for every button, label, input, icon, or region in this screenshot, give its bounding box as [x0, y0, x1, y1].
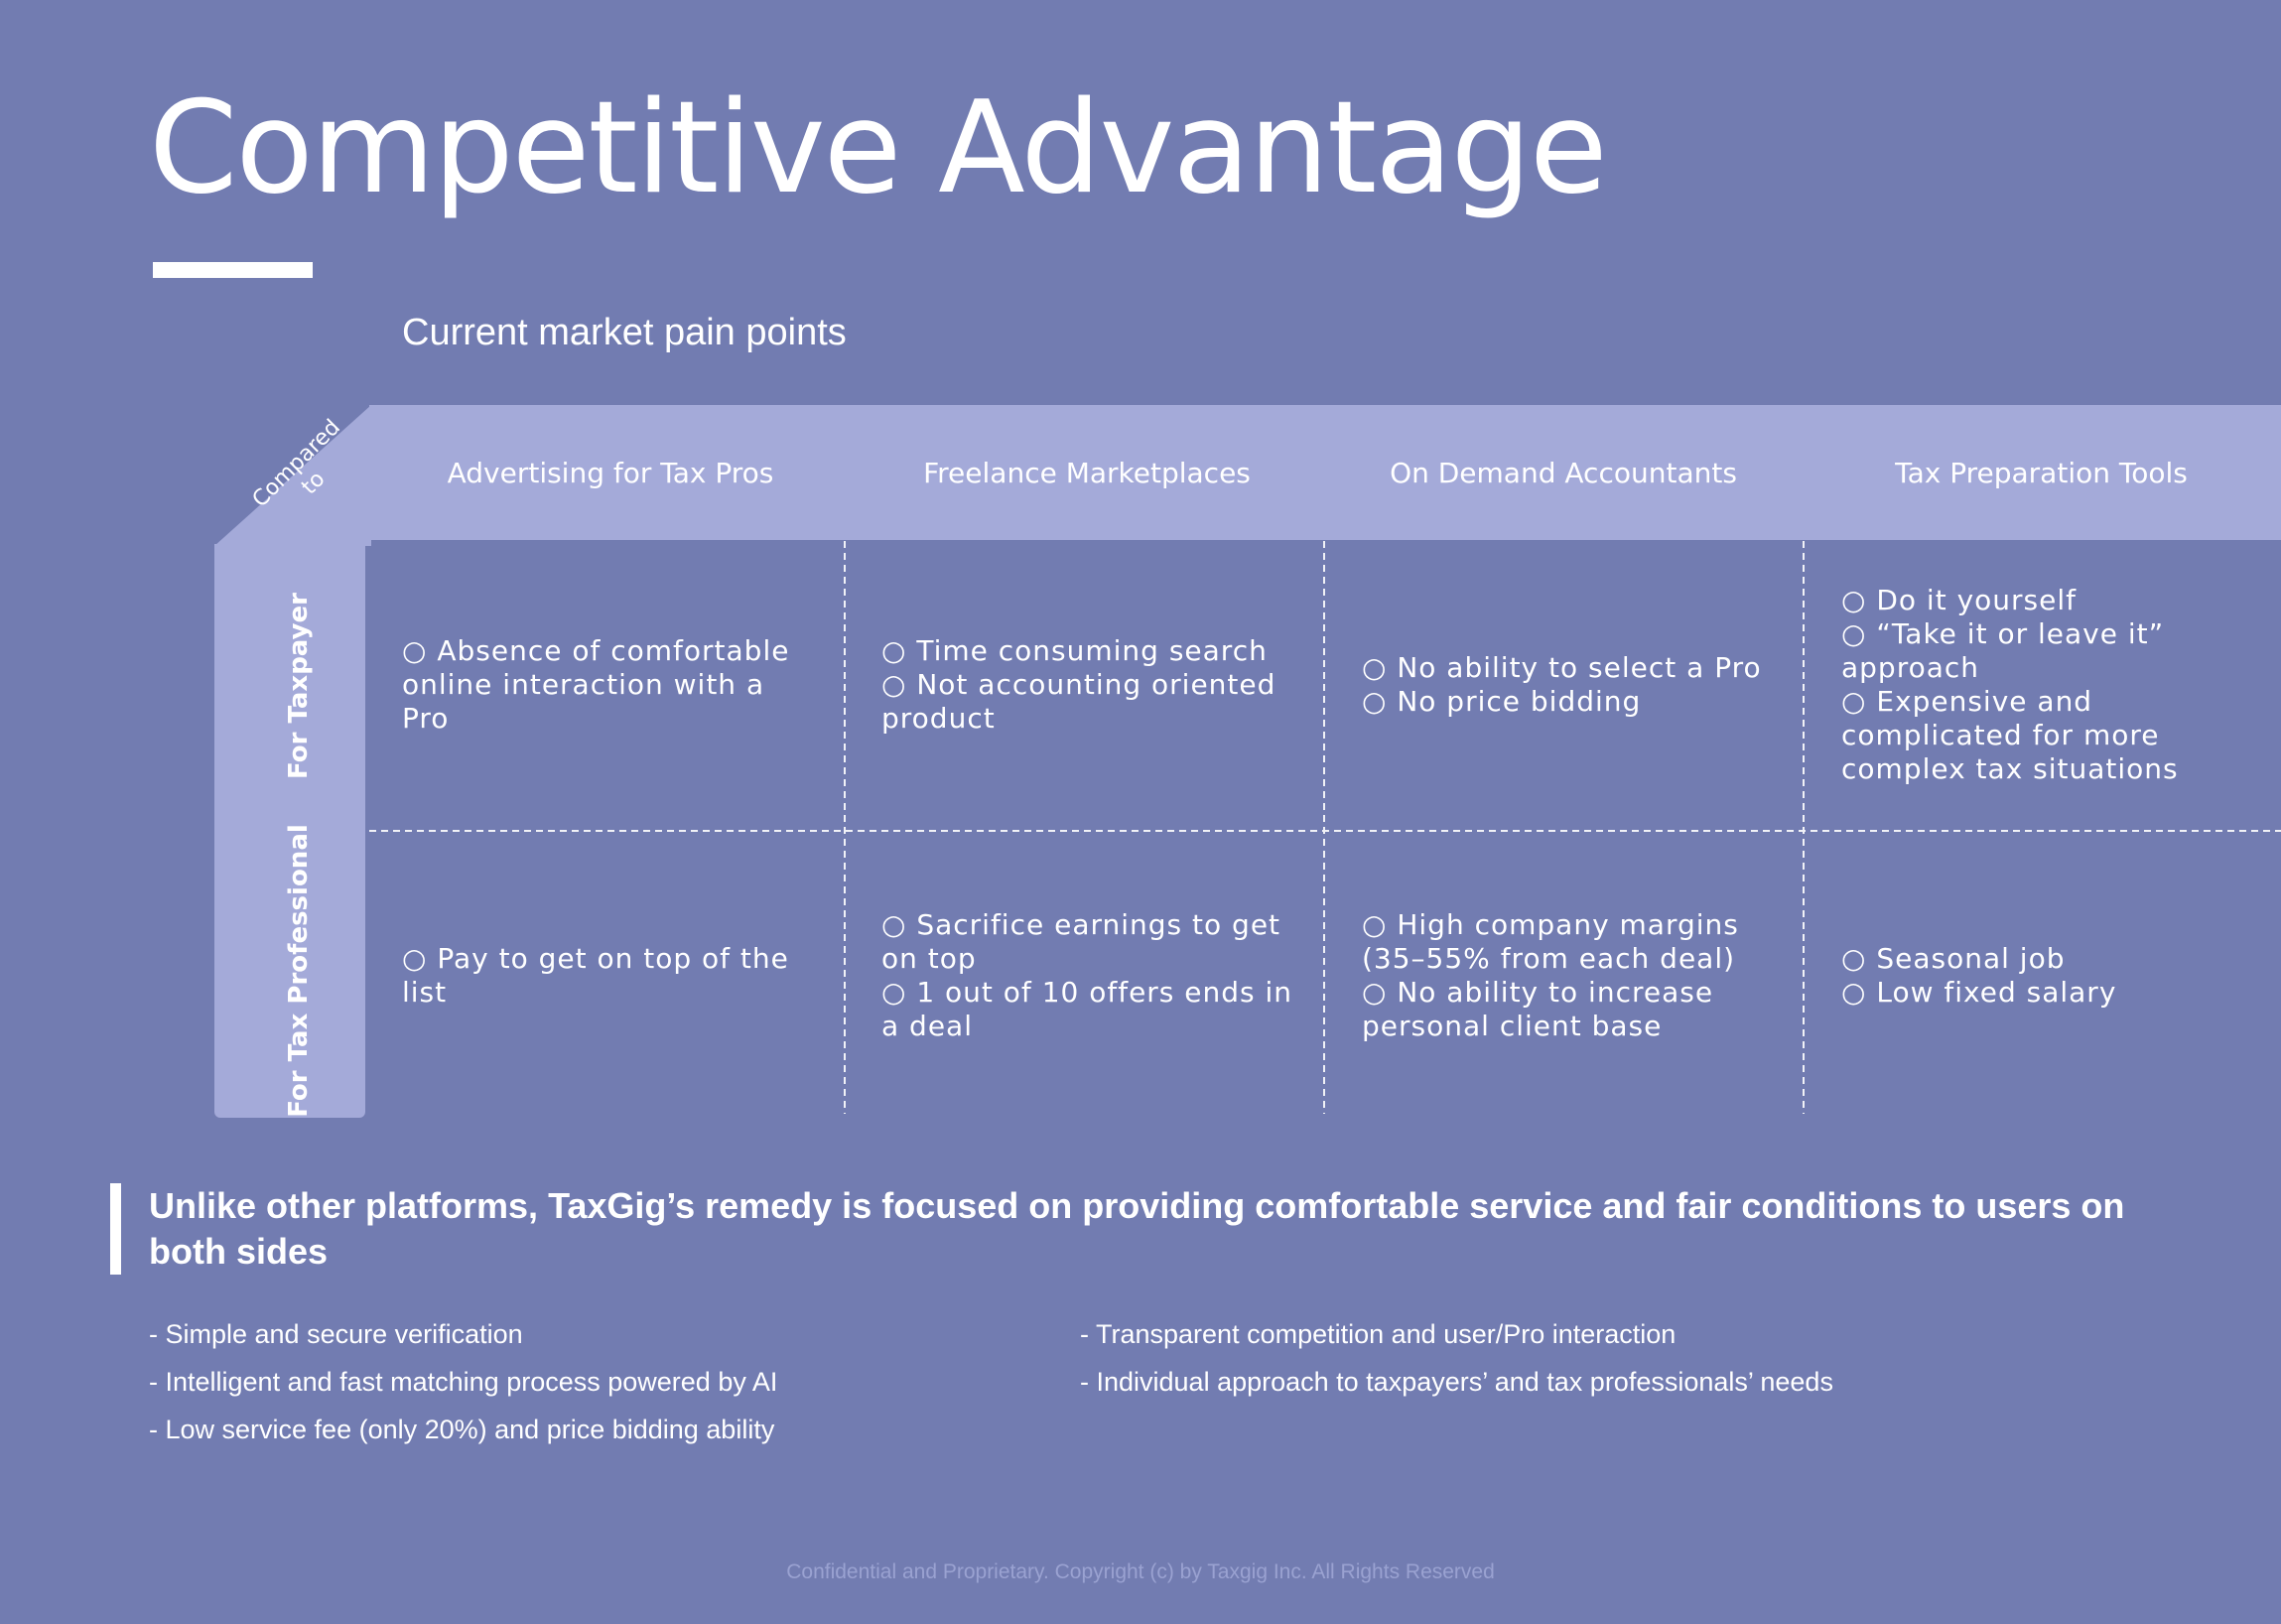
table-cell: ○ High company margins (35–55% from each… — [1362, 834, 1789, 1117]
callout-accent-bar — [110, 1183, 121, 1275]
cell-text: ○ No ability to select a Pro ○ No price b… — [1362, 651, 1762, 718]
corner-cell — [214, 405, 371, 546]
table-cell: ○ Absence of comfortable online interact… — [402, 546, 819, 824]
table-cell: ○ Seasonal job ○ Low fixed salary — [1841, 834, 2281, 1117]
column-header-on-demand: On Demand Accountants — [1390, 456, 1737, 489]
callout-text: Unlike other platforms, TaxGig’s remedy … — [149, 1185, 2125, 1272]
table-cell: ○ Do it yourself ○ “Take it or leave it” … — [1841, 546, 2281, 824]
row-header-tax-professional: For Tax Professional — [284, 824, 314, 1118]
column-header-tax-tools: Tax Preparation Tools — [1895, 456, 2188, 489]
row-header-taxpayer: For Taxpayer — [284, 593, 314, 779]
row-header-band — [214, 544, 365, 1118]
cell-text: ○ Do it yourself ○ “Take it or leave it” … — [1841, 584, 2179, 785]
benefit-item: - Intelligent and fast matching process … — [149, 1367, 778, 1397]
benefit-item: - Simple and secure verification — [149, 1319, 523, 1349]
section-subtitle: Current market pain points — [402, 312, 847, 353]
benefits-list-left: - Simple and secure verification - Intel… — [149, 1310, 777, 1453]
table-cell: ○ Time consuming search ○ Not accounting… — [881, 546, 1298, 824]
column-header-freelance: Freelance Marketplaces — [923, 456, 1251, 489]
benefit-item: - Transparent competition and user/Pro i… — [1080, 1319, 1677, 1349]
footer-copyright: Confidential and Proprietary. Copyright … — [786, 1560, 1495, 1583]
table-cell: ○ Pay to get on top of the list — [402, 834, 819, 1117]
title-underline — [153, 262, 313, 278]
page-title: Competitive Advantage — [149, 74, 1608, 222]
column-header-band — [369, 405, 2281, 540]
cell-text: ○ Absence of comfortable online interact… — [402, 634, 790, 735]
cell-text: ○ High company margins (35–55% from each… — [1362, 907, 1739, 1042]
column-header-advertising: Advertising for Tax Pros — [447, 456, 774, 489]
benefits-list-right: - Transparent competition and user/Pro i… — [1080, 1310, 1833, 1406]
cell-text: ○ Time consuming search ○ Not accounting… — [881, 634, 1276, 735]
cell-text: ○ Pay to get on top of the list — [402, 941, 789, 1009]
cell-text: ○ Sacrifice earnings to get on top ○ 1 ou… — [881, 907, 1293, 1042]
table-cell: ○ No ability to select a Pro ○ No price b… — [1362, 546, 1789, 824]
cell-text: ○ Seasonal job ○ Low fixed salary — [1841, 941, 2117, 1009]
benefit-item: - Low service fee (only 20%) and price b… — [149, 1415, 775, 1444]
benefit-item: - Individual approach to taxpayers’ and … — [1080, 1367, 1833, 1397]
table-cell: ○ Sacrifice earnings to get on top ○ 1 ou… — [881, 834, 1298, 1117]
